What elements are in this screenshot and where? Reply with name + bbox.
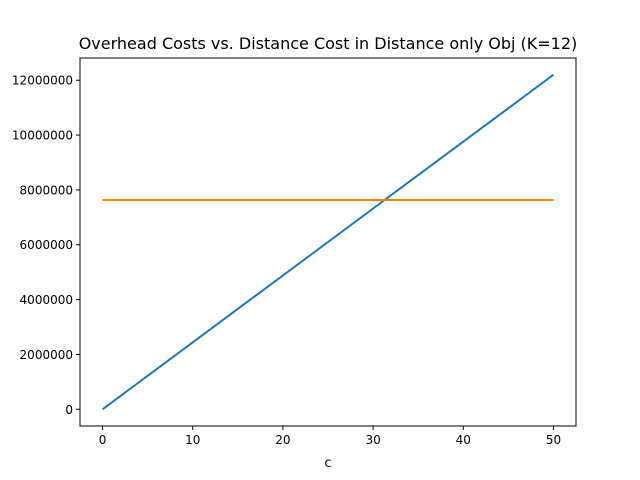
y-tick-label: 12000000 — [12, 74, 73, 88]
x-tick-label: 30 — [365, 433, 380, 447]
series-line-1 — [101, 73, 555, 411]
y-tick-label: 0 — [65, 403, 73, 417]
x-axis-label: c — [324, 456, 331, 471]
y-tick-label: 6000000 — [20, 238, 73, 252]
series-layer — [101, 73, 555, 411]
axes-layer: 0 10 20 30 40 50 0 2000000 4000000 6000000 8000000… — [12, 74, 561, 447]
y-tick-label: 10000000 — [12, 129, 73, 143]
x-tick-label: 50 — [546, 433, 561, 447]
y-tick-label: 4000000 — [20, 293, 73, 307]
chart-title: Overhead Costs vs. Distance Cost in Dist… — [79, 34, 578, 53]
y-tick-label: 8000000 — [20, 183, 73, 197]
plot-area-frame — [79, 57, 577, 427]
x-tick-label: 10 — [185, 433, 200, 447]
x-tick-label: 40 — [456, 433, 471, 447]
x-tick-label: 20 — [275, 433, 290, 447]
y-tick-label: 2000000 — [20, 348, 73, 362]
x-tick-label: 0 — [99, 433, 107, 447]
